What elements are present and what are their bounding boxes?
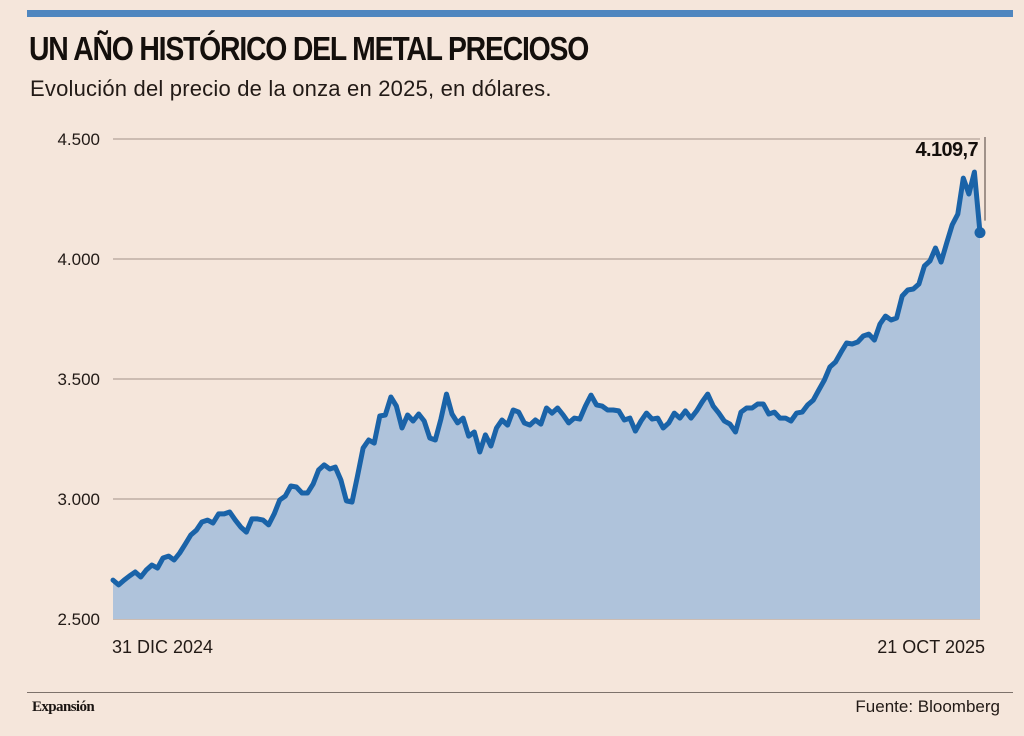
price-area xyxy=(113,172,980,619)
source-note: Fuente: Bloomberg xyxy=(855,697,1000,716)
last-value-marker xyxy=(974,227,986,239)
footer-divider xyxy=(27,692,1013,693)
y-tick-label: 3.000 xyxy=(57,490,100,509)
accent-bar xyxy=(27,10,1013,17)
y-axis-ticks: 4.500 4.000 3.500 3.000 2.500 xyxy=(57,130,100,629)
chart-title: UN AÑO HISTÓRICO DEL METAL PRECIOSO xyxy=(29,30,589,67)
x-axis-start-label: 31 DIC 2024 xyxy=(112,637,213,657)
chart-subtitle: Evolución del precio de la onza en 2025,… xyxy=(30,76,552,101)
last-value-annotation: 4.109,7 xyxy=(915,139,978,161)
y-tick-label: 4.000 xyxy=(57,250,100,269)
price-line xyxy=(110,169,983,588)
brand-logo: Expansión xyxy=(32,699,95,715)
y-tick-label: 4.500 xyxy=(57,130,100,149)
x-axis-end-label: 21 OCT 2025 xyxy=(877,637,985,657)
y-tick-label: 2.500 xyxy=(57,610,100,629)
y-tick-label: 3.500 xyxy=(57,370,100,389)
